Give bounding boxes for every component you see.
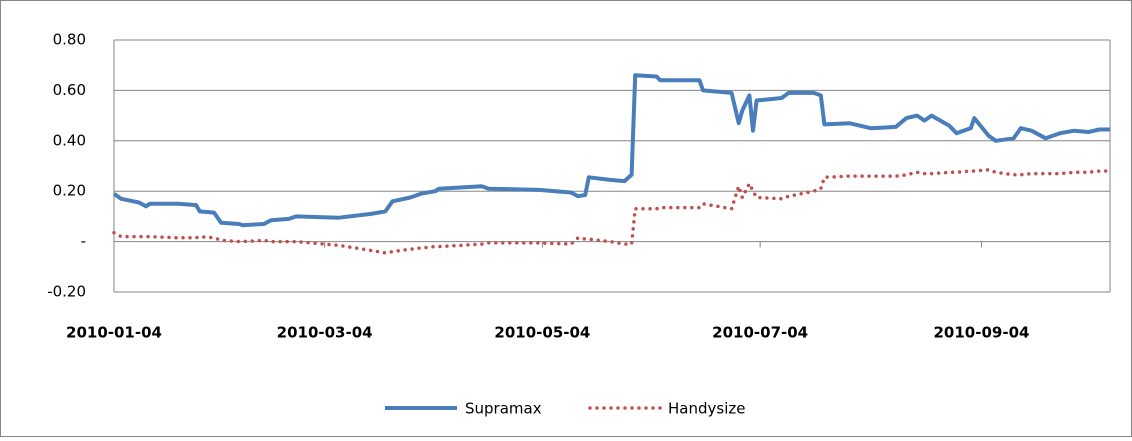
series-line [112, 73, 1110, 228]
y-tick-label: -0.20 [47, 283, 86, 301]
x-tick-label: 2010-05-04 [494, 324, 590, 342]
x-tick-label: 2010-01-04 [66, 324, 162, 342]
series-line [112, 168, 1112, 255]
y-tick-label: 0.40 [53, 131, 86, 149]
x-tick-label: 2010-03-04 [277, 324, 373, 342]
y-tick-label: - [81, 232, 86, 250]
x-tick-label: 2010-07-04 [712, 324, 808, 342]
y-tick-label: 0.20 [53, 182, 86, 200]
legend-label: Supramax [465, 400, 542, 418]
x-tick-label: 2010-09-04 [934, 324, 1030, 342]
y-tick-label: 0.60 [53, 81, 86, 99]
y-tick-label: 0.80 [53, 31, 86, 49]
legend-label: Handysize [668, 400, 745, 418]
